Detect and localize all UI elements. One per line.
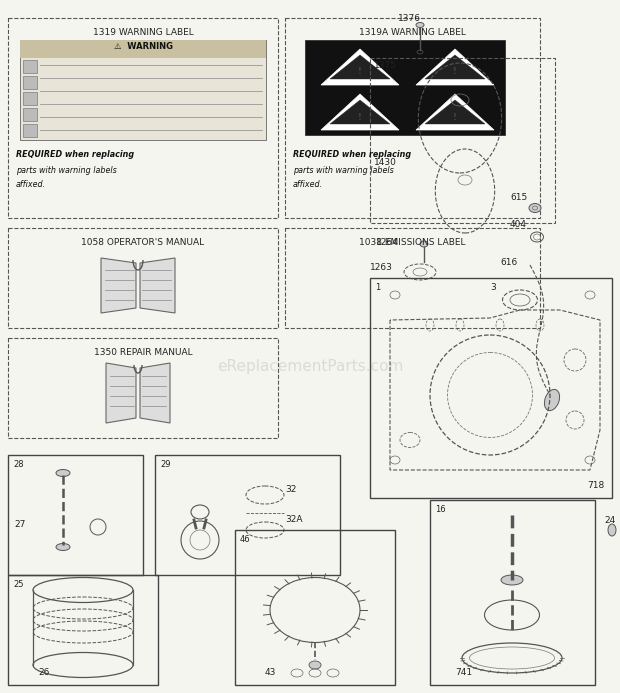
Polygon shape: [140, 258, 175, 313]
Bar: [285, 228, 540, 328]
Text: 1319 WARNING LABEL: 1319 WARNING LABEL: [92, 28, 193, 37]
Text: !: !: [358, 67, 362, 76]
Bar: [8, 455, 143, 575]
Bar: [430, 500, 595, 685]
Text: REQUIRED when replacing: REQUIRED when replacing: [293, 150, 411, 159]
Bar: [155, 455, 340, 575]
Polygon shape: [321, 49, 399, 85]
Text: 26: 26: [38, 668, 50, 677]
Text: 24: 24: [604, 516, 615, 525]
Bar: [8, 575, 158, 685]
Ellipse shape: [56, 543, 70, 550]
Polygon shape: [330, 100, 390, 124]
Polygon shape: [101, 258, 136, 313]
Text: 1264: 1264: [376, 238, 399, 247]
Text: 43: 43: [265, 668, 277, 677]
Text: REQUIRED when replacing: REQUIRED when replacing: [16, 150, 134, 159]
Polygon shape: [425, 55, 485, 79]
Text: 3: 3: [490, 283, 496, 292]
Polygon shape: [416, 94, 494, 130]
Text: ⚠  WARNING: ⚠ WARNING: [113, 42, 172, 51]
Bar: [20, 40, 266, 140]
Bar: [305, 40, 505, 135]
Bar: [8, 228, 278, 328]
Text: 1: 1: [375, 283, 380, 292]
Ellipse shape: [420, 241, 428, 247]
Text: 32: 32: [285, 485, 296, 494]
Bar: [23, 92, 37, 105]
Text: 1058 OPERATOR'S MANUAL: 1058 OPERATOR'S MANUAL: [81, 238, 205, 247]
Text: 1263: 1263: [370, 263, 393, 272]
Text: 32A: 32A: [285, 515, 303, 524]
Text: 1430: 1430: [374, 158, 397, 167]
Bar: [370, 278, 612, 498]
Text: !: !: [453, 112, 457, 121]
Text: 1038 EMISSIONS LABEL: 1038 EMISSIONS LABEL: [359, 238, 466, 247]
Bar: [23, 108, 37, 121]
Text: 25: 25: [13, 580, 24, 589]
Text: 28: 28: [13, 460, 24, 469]
Text: 1319A WARNING LABEL: 1319A WARNING LABEL: [359, 28, 466, 37]
Polygon shape: [140, 363, 170, 423]
Bar: [235, 530, 395, 685]
Text: 616: 616: [500, 258, 517, 267]
Bar: [370, 58, 555, 223]
Text: 29: 29: [160, 460, 171, 469]
Text: 27: 27: [14, 520, 25, 529]
Text: 404: 404: [510, 220, 527, 229]
Text: 46: 46: [240, 535, 250, 544]
Ellipse shape: [416, 22, 424, 28]
Text: 615: 615: [510, 193, 527, 202]
Polygon shape: [425, 100, 485, 124]
Bar: [23, 60, 37, 73]
Bar: [23, 76, 37, 89]
Text: parts with warning labels: parts with warning labels: [293, 166, 394, 175]
Ellipse shape: [529, 204, 541, 213]
Ellipse shape: [56, 469, 70, 477]
Text: eReplacementParts.com: eReplacementParts.com: [217, 359, 403, 374]
Ellipse shape: [544, 389, 560, 411]
Ellipse shape: [309, 661, 321, 669]
Text: !: !: [358, 112, 362, 121]
Text: affixed.: affixed.: [16, 180, 46, 189]
Bar: [8, 338, 278, 438]
Text: parts with warning labels: parts with warning labels: [16, 166, 117, 175]
Text: 718: 718: [587, 481, 604, 490]
Text: affixed.: affixed.: [293, 180, 323, 189]
Bar: [285, 18, 540, 218]
Text: 741: 741: [455, 668, 472, 677]
Bar: [20, 40, 266, 58]
Text: !: !: [453, 67, 457, 76]
Bar: [8, 18, 278, 218]
Polygon shape: [330, 55, 390, 79]
Polygon shape: [416, 49, 494, 85]
Bar: [23, 124, 37, 137]
Text: 1376: 1376: [398, 14, 421, 23]
Ellipse shape: [501, 575, 523, 585]
Text: 1375: 1375: [374, 61, 397, 70]
Polygon shape: [106, 363, 136, 423]
Ellipse shape: [608, 524, 616, 536]
Text: 1350 REPAIR MANUAL: 1350 REPAIR MANUAL: [94, 348, 192, 357]
Text: 16: 16: [435, 505, 446, 514]
Polygon shape: [321, 94, 399, 130]
